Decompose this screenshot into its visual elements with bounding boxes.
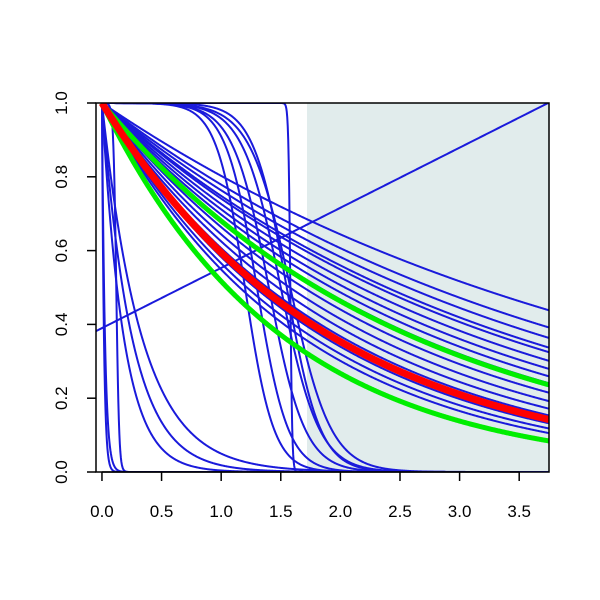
series-line-10: [101, 103, 549, 403]
x-tick-label: 0.0: [90, 502, 114, 521]
y-tick-label: 0.0: [52, 460, 71, 484]
x-tick-label: 1.0: [209, 502, 233, 521]
x-tick-label: 3.0: [448, 502, 472, 521]
y-axis: 0.0 0.2 0.4 0.6 0.8 1.0: [52, 91, 96, 484]
series-line-11: [101, 103, 549, 410]
series-line-1: [101, 103, 549, 329]
series-line-5: [101, 103, 549, 362]
y-tick-label: 0.2: [52, 386, 71, 410]
series-line-30: [99, 103, 549, 388]
series-line-28: [101, 103, 549, 472]
x-tick-label: 3.5: [507, 502, 531, 521]
y-tick-label: 0.8: [52, 165, 71, 189]
series-line-9: [101, 103, 549, 394]
x-tick-label: 2.5: [388, 502, 412, 521]
series-line-31: [99, 103, 549, 444]
series-line-15: [101, 103, 549, 435]
series-line-7: [101, 103, 549, 378]
series-line-3: [101, 103, 549, 349]
series-line-4: [101, 103, 549, 354]
x-tick-label: 1.5: [269, 502, 293, 521]
y-tick-label: 0.6: [52, 239, 71, 263]
y-tick-label: 0.4: [52, 313, 71, 337]
y-tick-label: 1.0: [52, 91, 71, 115]
series-line-0: [101, 103, 549, 312]
x-tick-label: 2.0: [329, 502, 353, 521]
series-line-6: [101, 103, 549, 370]
x-tick-label: 0.5: [150, 502, 174, 521]
series-line-2: [101, 103, 549, 339]
series-line-14: [101, 103, 549, 430]
series-line-32: [98, 103, 549, 423]
series-line-29: [96, 103, 549, 332]
x-axis: 0.0 0.5 1.0 1.5 2.0 2.5 3.0 3.5: [90, 471, 531, 521]
